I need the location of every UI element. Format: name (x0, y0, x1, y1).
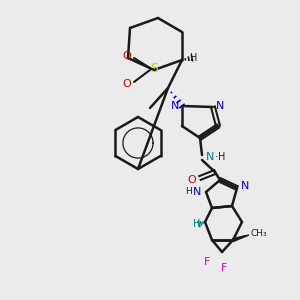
Text: H: H (184, 188, 191, 196)
Text: F: F (221, 263, 227, 273)
Text: H: H (193, 219, 201, 229)
Text: F: F (204, 257, 210, 267)
Text: CH₃: CH₃ (251, 230, 267, 238)
Text: H: H (190, 53, 198, 63)
Text: N: N (171, 101, 179, 111)
Text: O: O (123, 51, 131, 61)
Polygon shape (232, 235, 249, 242)
Text: S: S (150, 61, 158, 74)
Text: ·H: ·H (215, 152, 225, 162)
Text: O: O (188, 175, 196, 185)
Text: N: N (193, 187, 201, 197)
Text: N: N (241, 181, 249, 191)
Text: N: N (206, 152, 214, 162)
Text: ···: ··· (241, 232, 249, 242)
Text: O: O (123, 79, 131, 89)
Text: N: N (216, 101, 224, 111)
